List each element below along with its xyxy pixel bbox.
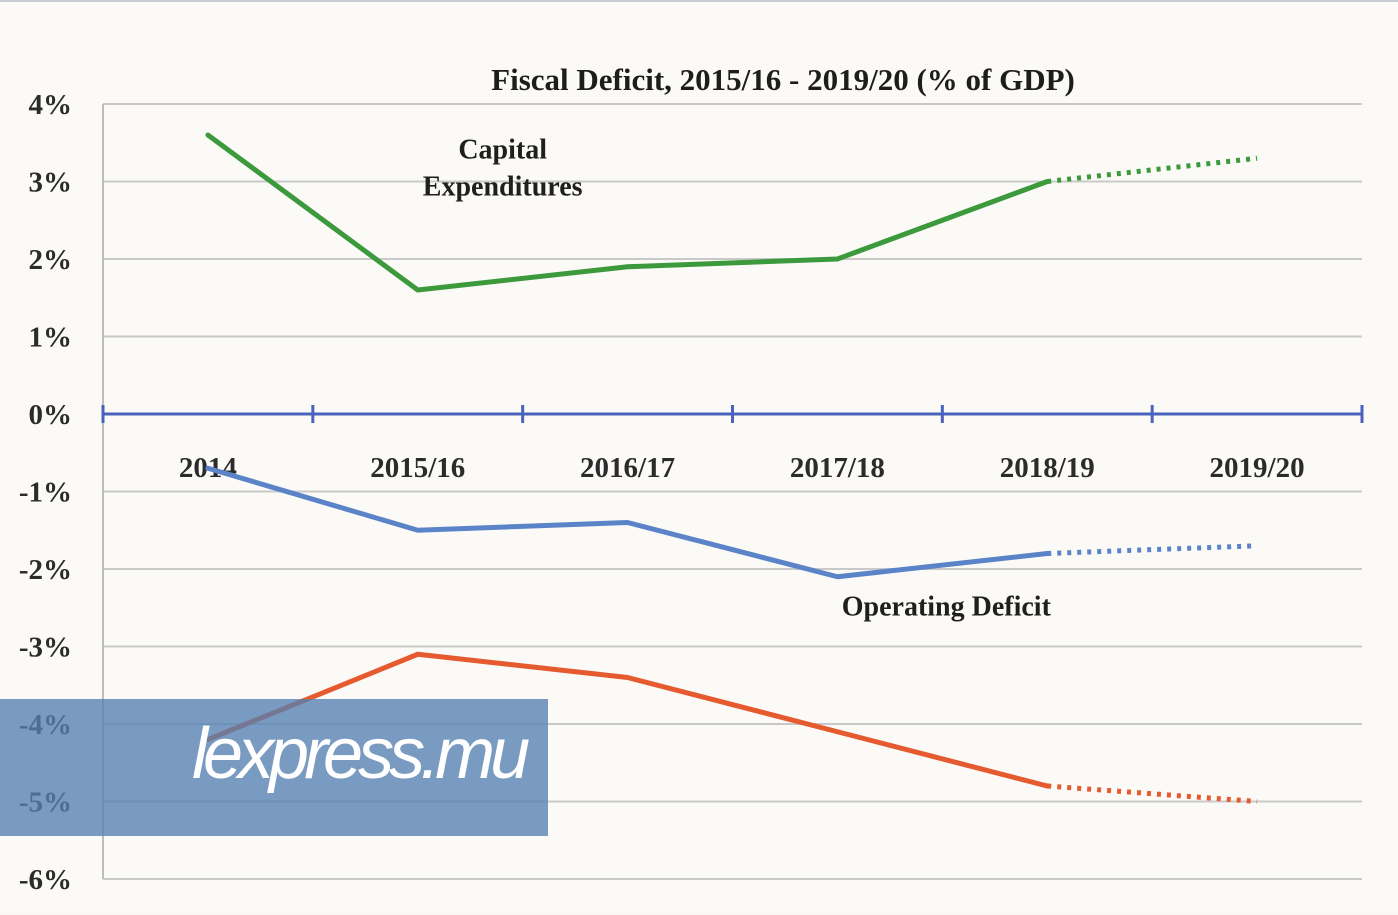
series-projection-0: [1046, 155, 1258, 184]
watermark-banner: [0, 699, 548, 836]
operating-deficit-label: Operating Deficit: [842, 592, 1052, 623]
y-tick-label: 0%: [29, 399, 73, 431]
y-tick-label: -3%: [19, 632, 72, 664]
capital-expenditures-label: Expenditures: [423, 171, 583, 202]
series-line-1: [205, 465, 1050, 580]
series-lines: [205, 132, 1258, 804]
series-projection-1: [1047, 543, 1258, 556]
x-tick-label: 2015/16: [370, 452, 465, 484]
y-tick-label: -1%: [19, 477, 72, 509]
series-line-0: [205, 132, 1050, 293]
x-axis-ticks: 2014 2015/16 2016/17 2017/18 2018/19 2019/20: [179, 452, 1305, 484]
x-tick-label: 2019/20: [1210, 452, 1305, 484]
watermark-logo-text: lexpress.mu: [192, 714, 530, 794]
capital-expenditures-label: Capital: [458, 134, 547, 165]
series-labels: Capital Expenditures Operating Deficit: [423, 134, 1052, 622]
y-tick-label: 4%: [29, 89, 73, 121]
x-tick-label: 2016/17: [580, 452, 675, 484]
y-tick-label: 1%: [29, 322, 73, 354]
x-tick-label: 2017/18: [790, 452, 885, 484]
y-tick-label: -2%: [19, 554, 72, 586]
series-line-2: [205, 651, 1050, 789]
y-tick-label: 2%: [29, 244, 73, 276]
x-tick-label: 2018/19: [1000, 452, 1095, 484]
y-tick-label: 3%: [29, 167, 73, 199]
chart-title: Fiscal Deficit, 2015/16 - 2019/20 (% of …: [491, 62, 1075, 97]
y-tick-label: -6%: [19, 864, 72, 896]
series-projection-2: [1047, 783, 1258, 804]
